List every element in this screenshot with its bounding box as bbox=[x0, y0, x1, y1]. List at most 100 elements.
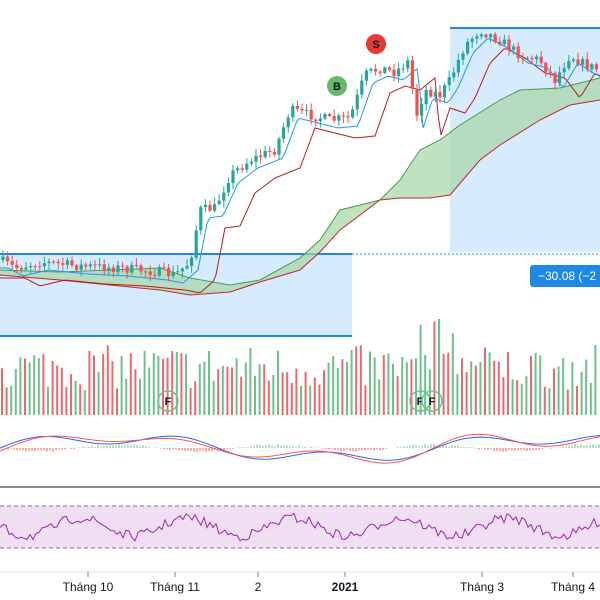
candle-body bbox=[33, 266, 37, 268]
candle-body bbox=[415, 88, 419, 116]
volume-bar bbox=[10, 385, 13, 415]
candle-body bbox=[392, 69, 396, 76]
cloud-segment bbox=[4, 270, 8, 276]
volume-bar bbox=[346, 361, 348, 415]
volume-bar bbox=[139, 378, 141, 415]
candle-body bbox=[19, 267, 23, 270]
cloud-segment bbox=[596, 78, 600, 101]
volume-bar bbox=[5, 387, 8, 415]
cloud-segment bbox=[336, 210, 340, 235]
candle-body bbox=[93, 264, 97, 266]
cloud-segment bbox=[8, 270, 12, 276]
cloud-segment bbox=[88, 270, 92, 284]
candle-body bbox=[581, 59, 585, 65]
marker-sell-label: S bbox=[372, 39, 379, 51]
candle-body bbox=[231, 170, 235, 184]
candle-body bbox=[318, 118, 322, 122]
cloud-segment bbox=[352, 206, 356, 221]
candle-body bbox=[420, 104, 424, 116]
candle-body bbox=[406, 60, 410, 69]
volume-bar bbox=[433, 321, 436, 415]
volume-bar bbox=[332, 356, 335, 415]
candle-body bbox=[433, 91, 437, 97]
volume-bar bbox=[290, 383, 293, 415]
cloud-segment bbox=[0, 270, 4, 276]
cloud-segment bbox=[228, 284, 232, 293]
cloud-segment bbox=[564, 86, 568, 108]
volume-bar bbox=[447, 352, 450, 415]
cloud-segment bbox=[484, 107, 488, 157]
volume-bar bbox=[79, 384, 82, 415]
volume-bar bbox=[83, 389, 86, 415]
candle-body bbox=[502, 39, 506, 45]
candle-body bbox=[121, 265, 125, 267]
candle-body bbox=[199, 207, 203, 231]
volume-bar bbox=[502, 377, 505, 415]
cloud-segment bbox=[308, 247, 312, 263]
candle-body bbox=[516, 46, 520, 59]
candle-body bbox=[461, 53, 465, 60]
candle-body bbox=[226, 183, 230, 193]
cloud-segment bbox=[296, 258, 300, 272]
candle-body bbox=[397, 68, 401, 76]
volume-bar bbox=[589, 382, 592, 415]
candle-body bbox=[240, 168, 244, 170]
volume-bar bbox=[157, 355, 160, 415]
volume-bar bbox=[451, 333, 454, 415]
cloud-segment bbox=[132, 268, 136, 288]
cloud-segment bbox=[396, 180, 400, 199]
volume-bar bbox=[442, 354, 445, 415]
volume-bar bbox=[405, 362, 408, 415]
volume-bar bbox=[254, 375, 256, 415]
candle-body bbox=[153, 274, 157, 276]
candle-body bbox=[286, 117, 290, 128]
candle-body bbox=[484, 34, 488, 38]
volume-bar bbox=[470, 361, 473, 415]
volume-bar bbox=[1, 368, 3, 415]
candle-body bbox=[355, 94, 359, 110]
cloud-segment bbox=[384, 192, 388, 200]
volume-bar bbox=[152, 353, 155, 415]
cloud-segment bbox=[76, 271, 80, 282]
cloud-segment bbox=[332, 216, 336, 239]
candle-body bbox=[535, 56, 539, 60]
volume-bar bbox=[37, 357, 40, 415]
volume-bar bbox=[576, 386, 578, 415]
candle-body bbox=[139, 265, 143, 272]
candle-body bbox=[548, 71, 552, 73]
cloud-segment bbox=[436, 140, 440, 198]
cloud-segment bbox=[448, 131, 452, 196]
cloud-segment bbox=[408, 162, 412, 198]
cloud-segment bbox=[504, 96, 508, 143]
cloud-segment bbox=[472, 115, 476, 170]
candle-body bbox=[498, 41, 502, 45]
price-tag[interactable]: −30.08 (−2 bbox=[530, 265, 600, 287]
cloud-segment bbox=[424, 146, 428, 198]
volume-bar bbox=[424, 354, 427, 415]
volume-bar bbox=[539, 355, 542, 415]
cloud-segment bbox=[568, 85, 572, 106]
candle-body bbox=[249, 161, 253, 164]
volume-bar bbox=[189, 388, 192, 415]
candle-body bbox=[590, 64, 594, 70]
volume-bar bbox=[60, 367, 63, 415]
candle-body bbox=[6, 256, 10, 262]
candle-body bbox=[300, 108, 304, 111]
cloud-segment bbox=[60, 271, 64, 281]
cloud-segment bbox=[468, 117, 472, 174]
cloud-segment bbox=[212, 281, 216, 294]
volume-bar bbox=[180, 353, 183, 415]
cloud-segment bbox=[420, 148, 424, 198]
cloud-segment bbox=[588, 80, 592, 102]
volume-bar bbox=[240, 376, 243, 415]
volume-bar bbox=[387, 353, 390, 415]
cloud-segment bbox=[344, 208, 348, 227]
volume-pane bbox=[1, 318, 597, 415]
candle-body bbox=[479, 34, 483, 37]
candle-body bbox=[360, 80, 364, 95]
cloud-segment bbox=[460, 122, 464, 184]
cloud-segment bbox=[68, 271, 72, 282]
volume-bar bbox=[438, 318, 440, 415]
candle-body bbox=[328, 114, 332, 116]
